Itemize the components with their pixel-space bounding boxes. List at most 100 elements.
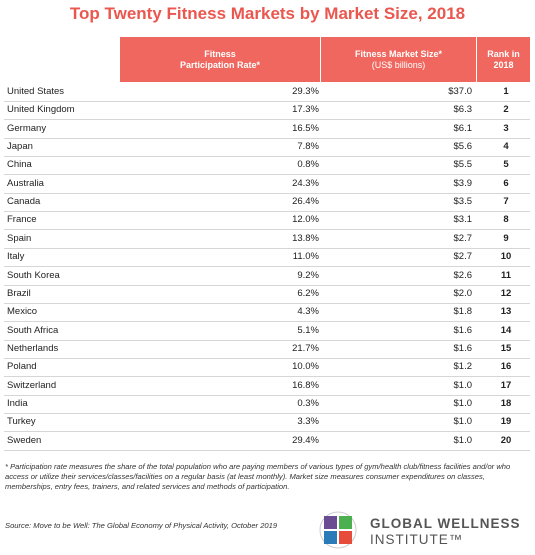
cell: 5 [503,159,509,171]
logo-line: INSTITUTE™ [370,532,464,547]
cell: $1.8 [453,306,473,318]
cell: 1 [503,86,509,97]
cell: Mexico [7,306,38,318]
cell: 4 [503,141,509,153]
cell: $3.9 [453,177,473,189]
table-row: France 12.0% $3.1 8 [4,211,530,231]
cell: $6.1 [453,122,473,134]
cell: 29.4% [292,434,319,446]
cell: 29.3% [292,86,319,97]
cell: 0.8% [297,159,319,171]
cell: $1.0 [453,379,473,391]
cell: 12.0% [292,214,319,226]
cell: 19 [500,416,512,428]
cell: 13 [500,306,512,318]
cell: Germany [7,122,47,134]
header-cell: Rank in 2018 [477,37,530,82]
cell: Sweden [7,434,42,446]
cell: $2.7 [453,232,473,244]
cell: 26.4% [292,196,319,208]
cell: $37.0 [448,86,472,97]
cell: 0.3% [297,397,319,409]
header-line: Fitness [204,48,236,59]
cell: 18 [500,397,512,409]
cell: Canada [7,196,41,208]
cell: Turkey [7,416,36,428]
table-row: Australia 24.3% $3.9 6 [4,175,530,194]
cell: United Kingdom [7,104,75,116]
cell: 15 [500,342,512,354]
table-row: India 0.3% $1.0 18 [4,395,530,414]
cell: 24.3% [292,177,319,189]
header-cell: Fitness Market Size* (US$ billions) [321,37,476,82]
table-row: South Africa 5.1% $1.6 14 [4,322,530,341]
logo-text: GLOBAL WELLNESS INSTITUTE™ [370,516,521,548]
cell: 9 [503,232,509,244]
cell: 5.1% [297,324,319,336]
cell: 20 [500,434,512,446]
table-row: Japan 7.8% $5.6 4 [4,138,530,158]
cell: $5.6 [453,141,473,153]
cell: United States [7,86,65,97]
cell: $2.7 [453,251,473,263]
cell: $1.6 [453,342,473,354]
cell: Japan [7,141,33,153]
cell: 13.8% [292,232,319,244]
table-row: Turkey 3.3% $1.0 19 [4,413,530,433]
header-line: Fitness Market Size* [354,48,443,59]
cell: 16.8% [292,379,319,391]
cell: 17 [500,379,512,391]
cell: Italy [7,251,25,263]
header-line: (US$ billions) [371,59,426,70]
table-row: Netherlands 21.7% $1.6 15 [4,340,530,359]
table-row: Mexico 4.3% $1.8 13 [4,303,530,323]
footnote: * Participation rate measures the share … [5,462,511,491]
cell: 4.3% [297,306,319,318]
cell: 17.3% [292,104,319,116]
header-line: Rank in [487,48,520,59]
cell: $1.0 [453,434,473,446]
cell: $2.0 [453,287,473,299]
cell: 6.2% [297,287,319,299]
table-row: Italy 11.0% $2.7 10 [4,248,530,268]
table-row: Canada 26.4% $3.5 7 [4,193,530,213]
cell: South Africa [7,324,59,336]
cell: 7.8% [297,141,319,153]
cell: Spain [7,232,32,244]
cell: Netherlands [7,342,59,354]
cell: 21.7% [292,342,319,354]
cell: $1.0 [453,416,473,428]
cell: $3.5 [453,196,473,208]
cell: 9.2% [297,269,319,281]
cell: Brazil [7,287,31,299]
table-row: Sweden 29.4% $1.0 20 [4,432,530,451]
source: Source: Move to be Well: The Global Econ… [5,521,278,530]
cell: $5.5 [453,159,473,171]
cell: Australia [7,177,44,189]
cell: $1.6 [453,324,473,336]
cell: 16.5% [292,122,319,134]
cell: Poland [7,361,37,373]
cell: $3.1 [453,214,473,226]
cell: $6.3 [453,104,473,116]
cell: $2.6 [453,269,473,281]
table-row: Switzerland 16.8% $1.0 17 [4,377,530,396]
table-row: China 0.8% $5.5 5 [4,156,530,176]
table-row: Germany 16.5% $6.1 3 [4,120,530,139]
logo-line: GLOBAL WELLNESS [370,516,521,531]
table-row: United States 29.3% $37.0 1 [4,83,530,102]
table-row: Spain 13.8% $2.7 9 [4,230,530,249]
table-row: Brazil 6.2% $2.0 12 [4,285,530,304]
table-row: Poland 10.0% $1.2 16 [4,358,530,378]
header-line: 2018 [493,59,514,70]
cell: 3.3% [297,416,319,428]
cell: 2 [503,104,509,116]
cell: China [7,159,32,171]
logo: GLOBAL WELLNESS INSTITUTE™ [318,510,528,550]
cell: South Korea [7,269,60,281]
cell: 7 [503,196,509,208]
cell: 11.0% [292,251,319,263]
logo-icon [319,511,357,549]
cell: 16 [500,361,512,373]
